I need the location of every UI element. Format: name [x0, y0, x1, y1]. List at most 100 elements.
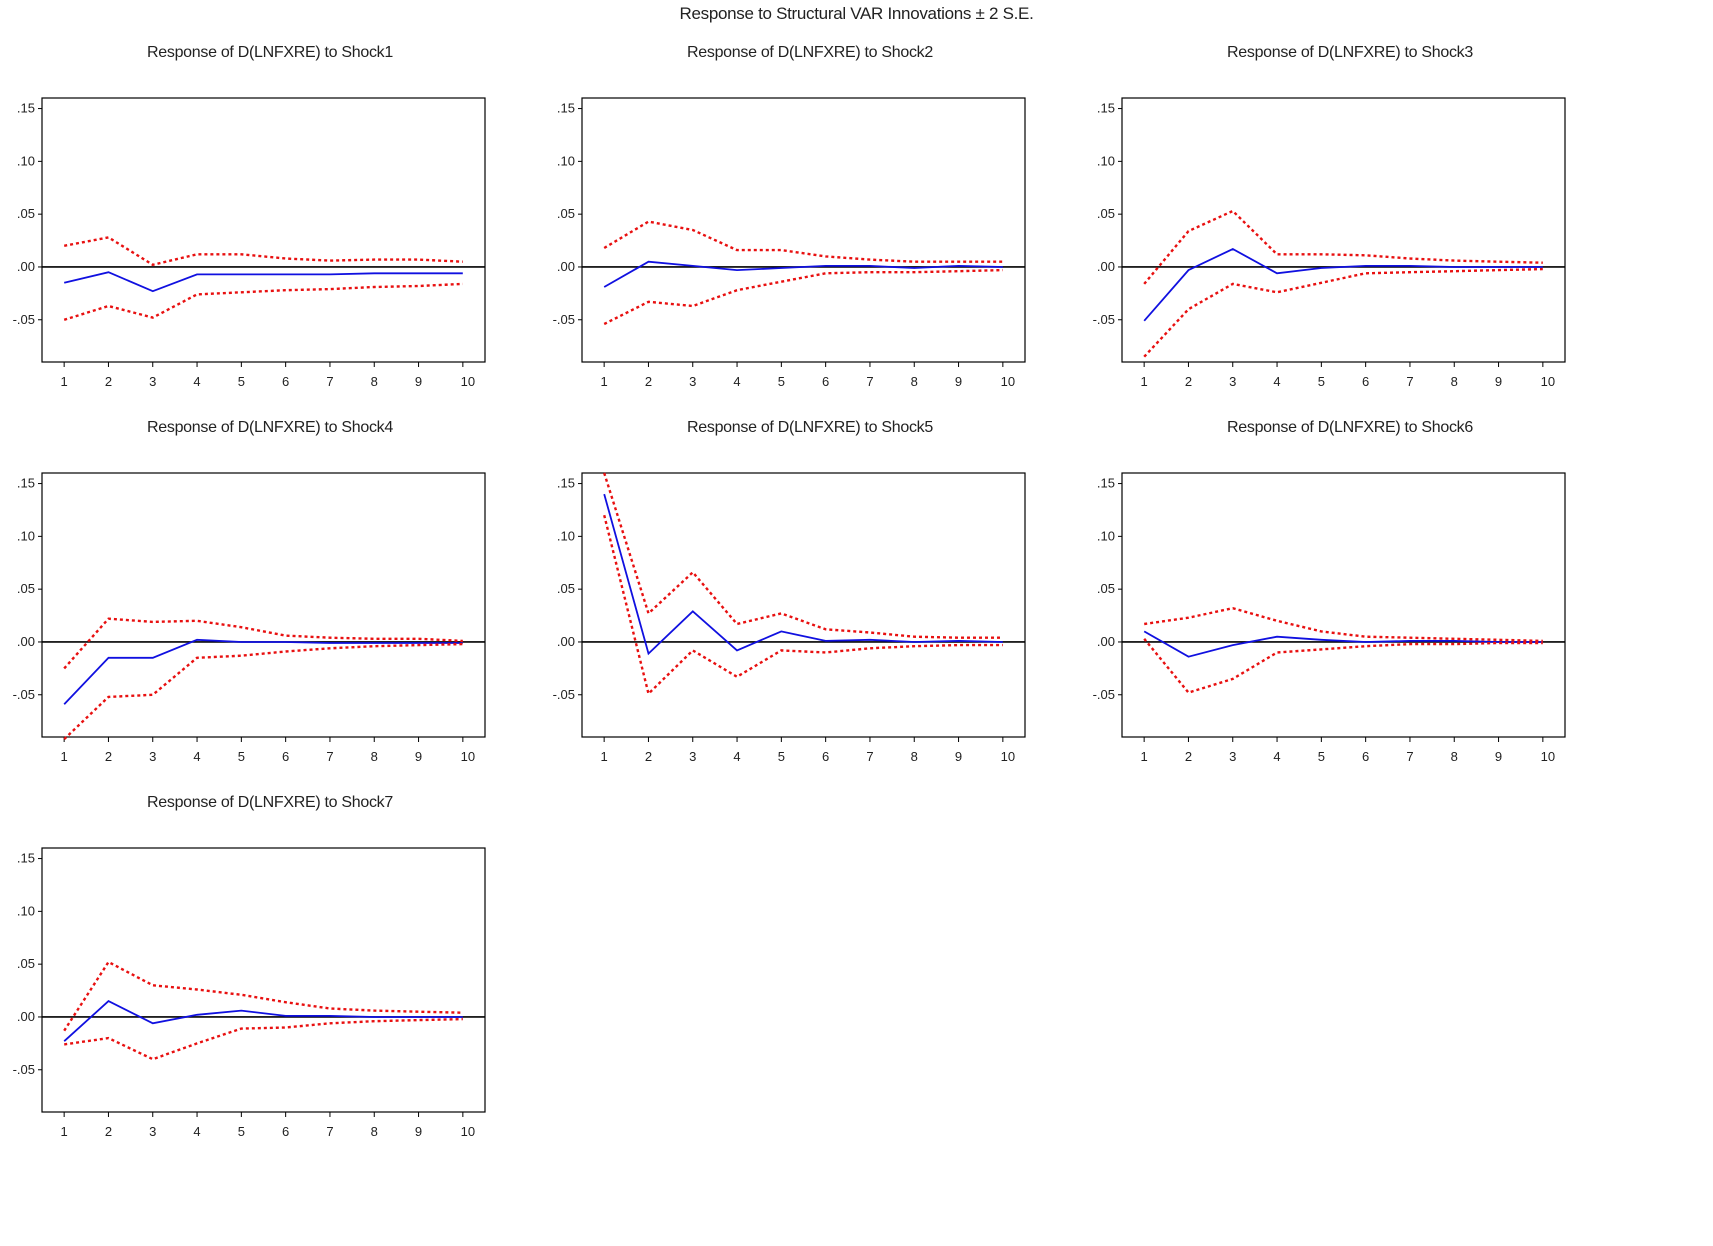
y-tick-label: -.05 — [553, 687, 575, 702]
x-tick-label: 7 — [326, 1124, 333, 1139]
lower-band-line — [64, 1017, 463, 1061]
x-tick-label: 2 — [105, 749, 112, 764]
x-tick-label: 1 — [1141, 374, 1148, 389]
y-tick-label: .05 — [1097, 581, 1115, 596]
x-tick-label: 10 — [461, 749, 475, 764]
x-tick-label: 5 — [238, 749, 245, 764]
upper-band-line — [63, 236, 463, 267]
x-tick-label: 10 — [461, 374, 475, 389]
x-tick-label: 1 — [61, 749, 68, 764]
x-tick-label: 4 — [1273, 374, 1280, 389]
lower-band-line — [63, 642, 463, 740]
plot-frame — [41, 472, 486, 738]
y-tick-label: .10 — [17, 528, 35, 543]
x-tick-label: 7 — [326, 749, 333, 764]
x-tick-label: 8 — [371, 374, 378, 389]
x-tick-label: 6 — [822, 374, 829, 389]
response-line — [603, 260, 1003, 288]
chart-plot: .15 .10 .05 .00 -.05 1 2 3 4 5 6 7 8 9 10 — [1093, 97, 1566, 389]
chart-plot: .15 .10 .05 .00 -.05 1 2 3 4 5 6 7 8 9 10 — [553, 97, 1026, 389]
chart-title: Response of D(LNFXRE) to Shock5 — [687, 419, 933, 436]
y-tick-label: -.05 — [13, 1062, 35, 1077]
chart-plot: .15 .10 .05 .00 -.05 1 2 3 4 5 6 7 8 9 10 — [553, 472, 1026, 764]
response-line — [63, 1000, 463, 1042]
chart-panel-shock3: Response of D(LNFXRE) to Shock3 .15 .10 .0… — [1080, 44, 1620, 434]
x-tick-label: 8 — [911, 749, 918, 764]
upper-band-line — [63, 617, 463, 670]
y-tick-label: .15 — [17, 476, 35, 491]
y-tick-label: .05 — [17, 581, 35, 596]
response-line — [63, 271, 463, 293]
x-tick-label: 8 — [1451, 749, 1458, 764]
x-tick-label: 5 — [238, 374, 245, 389]
chart-title: Response of D(LNFXRE) to Shock7 — [147, 794, 393, 811]
x-tick-label: 10 — [461, 1124, 475, 1139]
y-tick-label: -.05 — [1093, 687, 1115, 702]
y-tick-label: -.05 — [553, 312, 575, 327]
x-tick-label: 8 — [911, 374, 918, 389]
chart-title: Response of D(LNFXRE) to Shock4 — [147, 419, 393, 436]
y-tick-label: .15 — [17, 851, 35, 866]
chart-panel-shock5: Response of D(LNFXRE) to Shock5 .15 .10 .0… — [540, 419, 1080, 809]
lower-band-line — [603, 268, 1003, 326]
y-tick-label: .05 — [17, 956, 35, 971]
x-tick-label: 5 — [1318, 749, 1325, 764]
y-tick-label: .00 — [17, 1009, 35, 1024]
x-tick-label: 1 — [61, 374, 68, 389]
chart-plot: .15 .10 .05 .00 -.05 1 2 3 4 5 6 7 8 9 10 — [1093, 472, 1566, 764]
y-tick-label: .15 — [1097, 101, 1115, 116]
plot-frame — [41, 847, 486, 1113]
chart-panel-shock2: Response of D(LNFXRE) to Shock2 .15 .10 .0… — [540, 44, 1080, 434]
x-tick-label: 6 — [282, 749, 289, 764]
lower-band-line — [63, 282, 463, 321]
x-tick-label: 2 — [1185, 749, 1192, 764]
chart-title: Response of D(LNFXRE) to Shock1 — [147, 44, 393, 61]
x-tick-label: 9 — [415, 1124, 422, 1139]
y-tick-label: .00 — [557, 259, 575, 274]
plot-frame — [581, 472, 1026, 738]
x-tick-label: 4 — [193, 749, 200, 764]
x-tick-label: 2 — [105, 1124, 112, 1139]
upper-band-line — [1144, 606, 1543, 643]
y-tick-label: .15 — [557, 101, 575, 116]
main-title: Response to Structural VAR Innovations ±… — [679, 4, 1034, 23]
upper-band-line — [603, 472, 1003, 639]
chart-title: Response of D(LNFXRE) to Shock2 — [687, 44, 933, 61]
upper-band-line — [603, 220, 1003, 263]
x-tick-label: 6 — [822, 749, 829, 764]
x-tick-label: 4 — [733, 374, 740, 389]
x-tick-label: 9 — [415, 749, 422, 764]
x-tick-label: 5 — [1318, 374, 1325, 389]
x-tick-label: 4 — [733, 749, 740, 764]
x-tick-label: 5 — [778, 749, 785, 764]
x-tick-label: 1 — [61, 1124, 68, 1139]
response-line — [603, 493, 1003, 656]
chart-panel-shock1: Response of D(LNFXRE) to Shock1 .15 .10 .0… — [0, 44, 540, 434]
response-line — [1143, 247, 1543, 322]
chart-title: Response of D(LNFXRE) to Shock3 — [1227, 44, 1473, 61]
x-tick-label: 9 — [955, 374, 962, 389]
x-tick-label: 7 — [866, 749, 873, 764]
x-tick-label: 1 — [601, 374, 608, 389]
x-tick-label: 7 — [866, 374, 873, 389]
lower-band-line — [1143, 267, 1543, 358]
x-tick-label: 9 — [1495, 374, 1502, 389]
x-tick-label: 8 — [371, 749, 378, 764]
x-tick-label: 4 — [1273, 749, 1280, 764]
x-tick-label: 9 — [955, 749, 962, 764]
x-tick-label: 6 — [282, 374, 289, 389]
plot-frame — [1121, 472, 1566, 738]
plot-frame — [581, 97, 1026, 363]
y-tick-label: .10 — [1097, 153, 1115, 168]
x-tick-label: 2 — [645, 374, 652, 389]
x-tick-label: 2 — [1185, 374, 1192, 389]
x-tick-label: 3 — [689, 374, 696, 389]
x-tick-label: 4 — [193, 1124, 200, 1139]
x-tick-label: 7 — [1406, 374, 1413, 389]
x-tick-label: 1 — [601, 749, 608, 764]
lower-band-line — [603, 514, 1003, 697]
response-line — [63, 638, 463, 705]
x-tick-label: 9 — [415, 374, 422, 389]
y-tick-label: .10 — [17, 903, 35, 918]
x-tick-label: 7 — [1406, 749, 1413, 764]
